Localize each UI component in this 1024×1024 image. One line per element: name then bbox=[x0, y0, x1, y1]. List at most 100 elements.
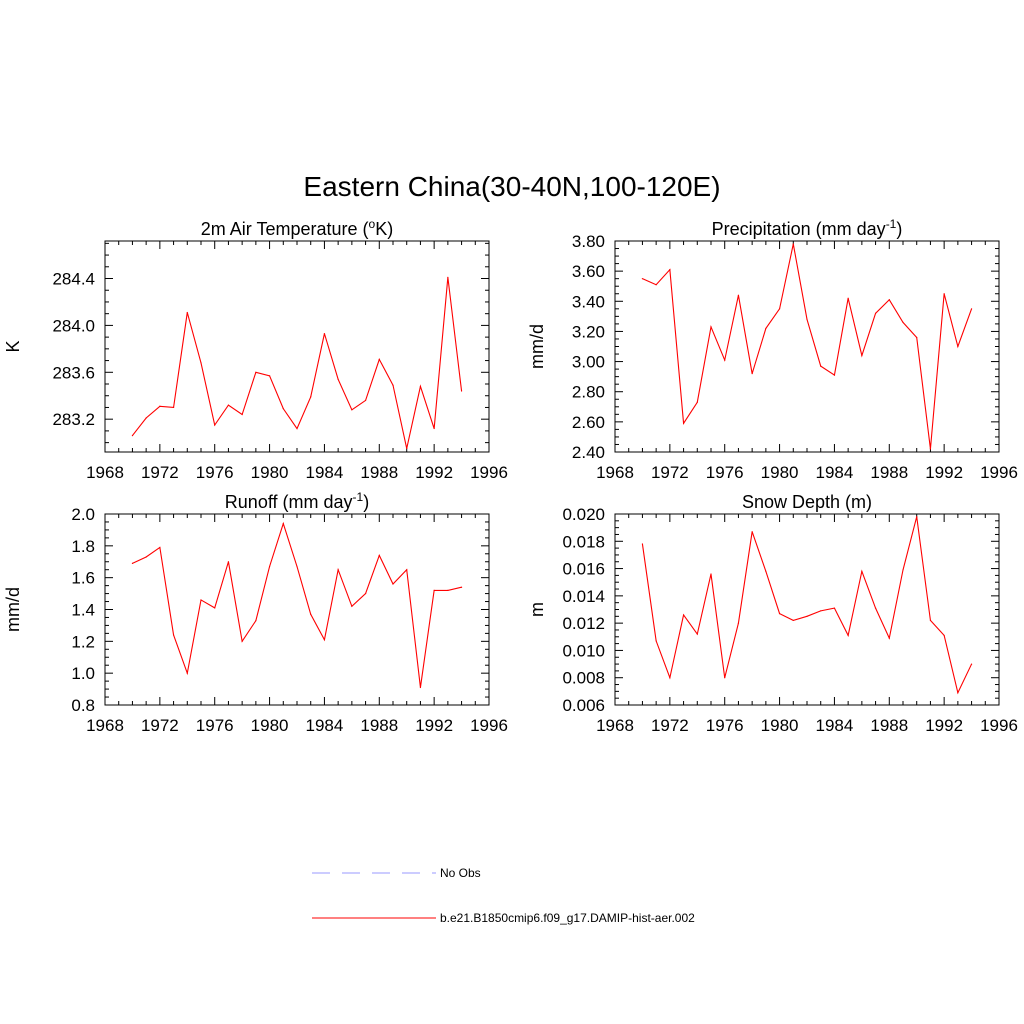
x-tick-label: 1992 bbox=[415, 716, 453, 735]
data-point bbox=[902, 569, 904, 571]
legend-label: b.e21.B1850cmip6.f09_g17.DAMIP-hist-aer.… bbox=[440, 911, 695, 925]
y-tick-label: 2.80 bbox=[572, 383, 605, 402]
y-tick-label: 1.4 bbox=[71, 601, 95, 620]
x-tick-label: 1976 bbox=[706, 463, 744, 482]
y-tick-label: 0.006 bbox=[562, 696, 605, 715]
panel-temperature: 2m Air Temperature (oK) 1968 1972 1976 1980 1… bbox=[3, 217, 508, 482]
panel-title: Snow Depth (m) bbox=[742, 492, 872, 512]
data-point bbox=[874, 607, 877, 609]
y-tick-label: 0.8 bbox=[71, 696, 95, 715]
x-tick-label: 1996 bbox=[470, 716, 508, 735]
data-point bbox=[323, 333, 326, 335]
x-tick-label: 1996 bbox=[980, 716, 1018, 735]
data-point bbox=[227, 404, 230, 406]
data-point bbox=[724, 677, 726, 679]
x-tick-label: 1972 bbox=[141, 463, 179, 482]
data-point bbox=[916, 336, 918, 339]
y-tick-label: 2.40 bbox=[572, 443, 605, 462]
data-point bbox=[268, 565, 271, 568]
y-tick-label: 0.010 bbox=[562, 641, 605, 660]
data-point bbox=[200, 599, 202, 601]
y-tick-label: 1.2 bbox=[71, 632, 95, 651]
data-point bbox=[669, 269, 671, 271]
x-tick-label: 1972 bbox=[141, 716, 179, 735]
data-point bbox=[282, 522, 284, 525]
data-point bbox=[241, 640, 243, 642]
data-point bbox=[351, 409, 353, 411]
x-tick-label: 1976 bbox=[196, 463, 234, 482]
x-tick-label: 1968 bbox=[596, 463, 634, 482]
data-point bbox=[323, 639, 326, 641]
data-point bbox=[351, 605, 353, 607]
data-point bbox=[696, 633, 698, 635]
data-point bbox=[833, 374, 836, 376]
data-point bbox=[751, 373, 753, 375]
data-point bbox=[943, 293, 945, 295]
data-point bbox=[310, 613, 312, 615]
panel-precipitation: Precipitation (mm day-1) 1968 1972 1976 1980… bbox=[527, 217, 1018, 482]
data-point bbox=[145, 417, 147, 419]
data-point bbox=[682, 422, 685, 424]
data-point bbox=[724, 359, 726, 361]
data-point bbox=[241, 413, 243, 416]
data-point bbox=[406, 569, 408, 571]
data-point bbox=[172, 634, 175, 636]
data-point bbox=[696, 401, 698, 403]
data-point bbox=[943, 634, 945, 637]
x-tick-label: 1984 bbox=[816, 716, 854, 735]
x-tick-label: 1972 bbox=[651, 463, 689, 482]
y-tick-label: 0.018 bbox=[562, 532, 605, 551]
data-point bbox=[792, 619, 794, 622]
y-tick-label: 2.0 bbox=[71, 505, 95, 524]
data-point bbox=[833, 607, 836, 609]
legend-item: No Obs bbox=[312, 866, 481, 880]
figure-title: Eastern China(30-40N,100-120E) bbox=[303, 171, 720, 202]
data-point bbox=[433, 427, 435, 430]
panel-runoff: Runoff (mm day-1) 1968 1972 1976 1980 1984 198… bbox=[3, 490, 508, 735]
data-point bbox=[861, 354, 863, 357]
data-point bbox=[214, 607, 216, 609]
x-tick-label: 1984 bbox=[306, 463, 344, 482]
data-point bbox=[296, 565, 298, 568]
data-point bbox=[929, 448, 932, 450]
x-tick-label: 1976 bbox=[196, 716, 234, 735]
panel-snow-depth: Snow Depth (m) 1968 1972 1976 1980 1984 1988 19… bbox=[527, 492, 1018, 735]
data-point bbox=[364, 399, 367, 402]
y-tick-label: 284.4 bbox=[52, 270, 95, 289]
data-point bbox=[820, 610, 822, 612]
data-point bbox=[765, 570, 767, 572]
data-point bbox=[778, 612, 781, 615]
data-point bbox=[255, 371, 257, 373]
data-point bbox=[227, 561, 230, 563]
y-axis-label: m bbox=[527, 602, 547, 617]
y-tick-label: 1.0 bbox=[71, 664, 95, 683]
x-tick-label: 1992 bbox=[925, 716, 963, 735]
x-tick-label: 1980 bbox=[761, 716, 799, 735]
legend-label: No Obs bbox=[440, 866, 481, 880]
data-point bbox=[902, 321, 904, 323]
panel-title: 2m Air Temperature (oK) bbox=[201, 217, 393, 239]
x-tick-label: 1992 bbox=[925, 463, 963, 482]
series-line-runoff bbox=[132, 521, 462, 688]
data-point bbox=[406, 447, 408, 450]
data-point bbox=[847, 297, 849, 299]
data-point bbox=[433, 589, 435, 592]
data-point bbox=[131, 434, 134, 437]
data-point bbox=[392, 583, 394, 585]
x-tick-label: 1988 bbox=[360, 463, 398, 482]
data-point bbox=[778, 308, 781, 310]
plot-frame bbox=[614, 513, 1000, 706]
x-tick-label: 1980 bbox=[761, 463, 799, 482]
x-tick-label: 1976 bbox=[706, 716, 744, 735]
plot-frame bbox=[614, 240, 1000, 453]
x-tick-label: 1988 bbox=[870, 716, 908, 735]
y-tick-label: 1.8 bbox=[71, 537, 95, 556]
x-tick-label: 1984 bbox=[816, 463, 854, 482]
data-point bbox=[378, 358, 380, 360]
x-tick-label: 1980 bbox=[251, 463, 289, 482]
data-point bbox=[460, 390, 463, 392]
y-tick-label: 0.014 bbox=[562, 587, 605, 606]
y-axis-label: mm/d bbox=[527, 324, 547, 369]
data-point bbox=[131, 562, 134, 564]
